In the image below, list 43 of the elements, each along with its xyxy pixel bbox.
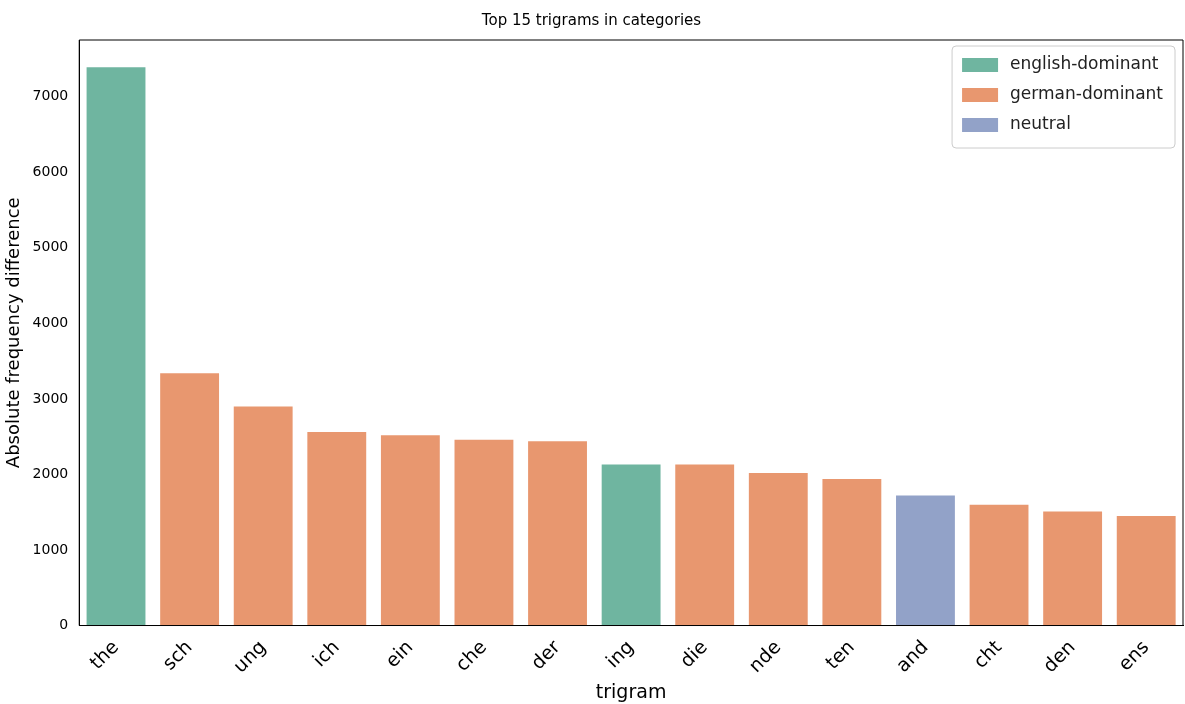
bar <box>822 478 882 626</box>
y-tick-label: 5000 <box>32 238 69 255</box>
x-tick-label: nde <box>743 635 785 677</box>
bar <box>233 406 293 626</box>
bar <box>528 441 587 626</box>
y-tick-label: 3000 <box>32 389 69 406</box>
x-tick-label: ich <box>307 635 344 671</box>
bar <box>307 432 367 626</box>
x-tick-label: ung <box>228 635 270 677</box>
x-tick-label: che <box>450 635 491 676</box>
x-tick-label: sch <box>157 635 196 674</box>
legend-label: neutral <box>1010 113 1071 134</box>
bar <box>748 472 808 626</box>
x-tick-label: der <box>525 635 564 674</box>
y-tick-label: 1000 <box>32 540 69 557</box>
y-tick-label: 0 <box>59 616 69 633</box>
y-tick-label: 4000 <box>32 313 69 330</box>
x-tick-label: ing <box>601 635 638 672</box>
x-tick-label: die <box>674 635 712 672</box>
legend-label: german-dominant <box>1010 83 1164 104</box>
x-tick-label: ens <box>1113 635 1153 675</box>
y-tick-label: 7000 <box>32 87 69 104</box>
bar <box>1116 515 1176 626</box>
x-axis-title: trigram <box>595 679 667 702</box>
bar <box>160 373 220 626</box>
x-tick-label: ein <box>380 635 417 672</box>
x-tick-label: den <box>1038 635 1079 677</box>
bar <box>675 464 735 626</box>
bar <box>601 464 661 626</box>
bar <box>969 504 1029 626</box>
x-tick-label: ten <box>820 635 859 673</box>
bar <box>86 67 146 626</box>
chart-title: Top 15 trigrams in categories <box>480 10 702 29</box>
x-tick-label: cht <box>968 635 1006 673</box>
bar <box>896 495 955 626</box>
y-axis-title: Absolute frequency difference <box>2 197 24 469</box>
bar <box>1043 511 1103 626</box>
y-tick-label: 2000 <box>32 465 69 482</box>
x-tick-label: the <box>84 635 123 673</box>
bar <box>454 439 514 626</box>
bar <box>380 435 440 626</box>
y-tick-label: 6000 <box>32 162 69 179</box>
legend-label: english-dominant <box>1010 53 1159 74</box>
